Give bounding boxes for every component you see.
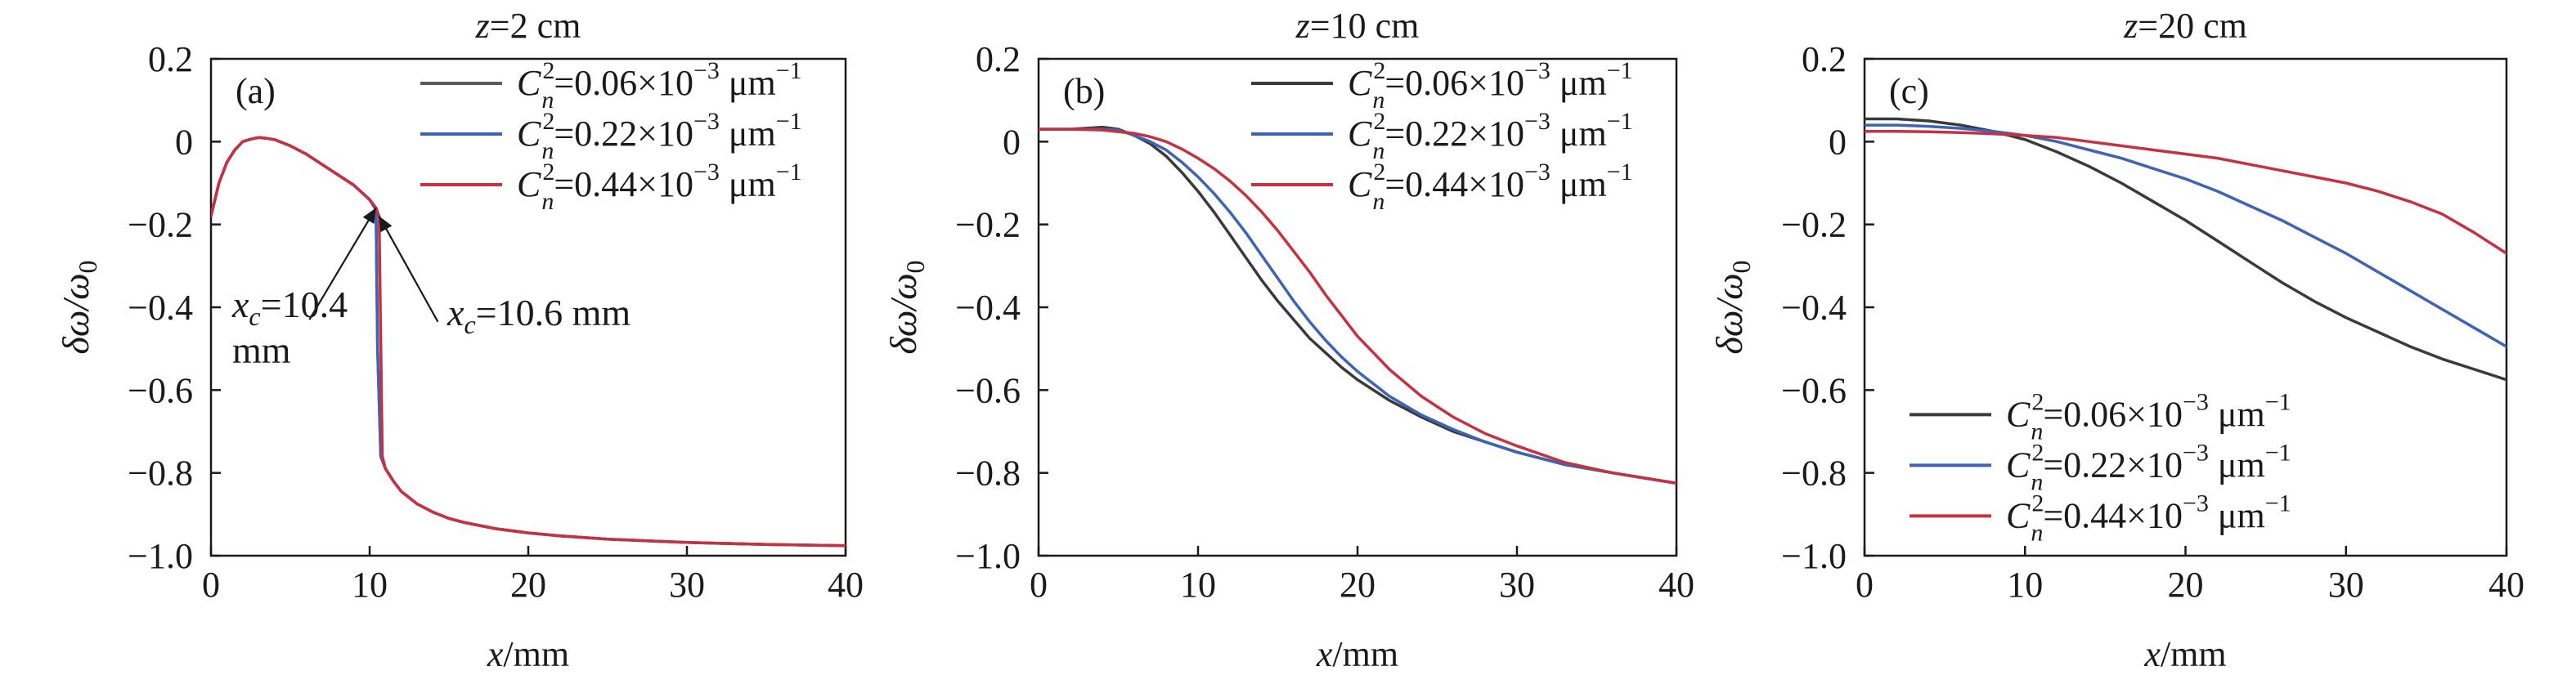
x-tick-label: 0 xyxy=(1030,565,1048,605)
x-tick-label: 20 xyxy=(510,565,546,605)
y-axis-label: δω/ω0 xyxy=(1708,260,1756,354)
legend-label: C2 n=0.06×10−3 μm−1 xyxy=(2006,388,2291,445)
y-tick-label: −0.8 xyxy=(1781,454,1847,494)
x-tick-label: 30 xyxy=(2328,565,2364,605)
x-axis-label: x/mm xyxy=(1316,634,1398,674)
y-tick-label: −0.8 xyxy=(128,454,193,494)
legend: C2 n=0.06×10−3 μm−1C2 n=0.22×10−3 μm−1C2 n=… xyxy=(1251,57,1633,215)
legend-label: C2 n=0.22×10−3 μm−1 xyxy=(2006,439,2291,495)
annotation-2: xc=10.6 mm xyxy=(378,215,631,339)
annotation-arrowhead xyxy=(362,208,376,224)
legend-label: C2 n=0.06×10−3 μm−1 xyxy=(1348,57,1633,114)
panel-a: 0 10 20 30 40 −1.0 −0.8 −0.6 −0.4 −0.2 0 0.2 z=2 cm x… xyxy=(55,6,864,674)
panel-tag: (b) xyxy=(1063,71,1105,111)
y-tick-label: −0.2 xyxy=(955,205,1021,245)
x-tick-label: 20 xyxy=(1340,565,1376,605)
y-tick-label: −0.2 xyxy=(1781,205,1847,245)
y-tick-label: −1.0 xyxy=(1781,536,1847,576)
x-axis-label: x/mm xyxy=(2143,634,2226,674)
y-tick-label: 0 xyxy=(1829,122,1847,162)
legend-label: C2 n=0.44×10−3 μm−1 xyxy=(2006,490,2291,546)
series-group xyxy=(1039,125,1676,485)
y-tick-label: −0.4 xyxy=(128,288,193,328)
y-axis-label: δω/ω0 xyxy=(882,260,930,354)
y-tick-label: −0.4 xyxy=(955,288,1021,328)
panel-b: 0 10 20 30 40 −1.0 −0.8 −0.6 −0.4 −0.2 0 0.2 z=10 cm… xyxy=(882,6,1694,674)
y-tick-label: 0.2 xyxy=(1802,39,1847,79)
series-line-3 xyxy=(1865,129,2506,255)
series-line-2 xyxy=(1865,123,2506,348)
y-axis-label: δω/ω0 xyxy=(55,260,102,354)
x-axis-label: x/mm xyxy=(487,634,569,674)
x-tick-label: 10 xyxy=(1180,565,1216,605)
y-tick-label: 0 xyxy=(175,122,193,162)
x-tick-label: 20 xyxy=(2168,565,2204,605)
legend-label: C2 n=0.06×10−3 μm−1 xyxy=(517,57,802,114)
y-tick-label: −1.0 xyxy=(955,536,1021,576)
y-tick-label: −0.6 xyxy=(128,370,193,410)
x-tick-label: 30 xyxy=(669,565,705,605)
x-tick-label: 40 xyxy=(1658,565,1694,605)
annotation-arrow xyxy=(308,207,377,320)
y-tick-label: 0.2 xyxy=(976,39,1021,79)
legend: C2 n=0.06×10−3 μm−1C2 n=0.22×10−3 μm−1C2 n=… xyxy=(1910,388,2291,546)
panel-title: z=10 cm xyxy=(1295,6,1420,46)
legend-label: C2 n=0.44×10−3 μm−1 xyxy=(1348,159,1633,215)
legend-label: C2 n=0.22×10−3 μm−1 xyxy=(1348,108,1633,164)
y-tick-label: 0.2 xyxy=(148,39,193,79)
panel-c: 0 10 20 30 40 −1.0 −0.8 −0.6 −0.4 −0.2 0 0.2 z=20 cm… xyxy=(1708,6,2524,674)
series-group xyxy=(1865,117,2506,382)
x-tick-label: 30 xyxy=(1499,565,1535,605)
panel-tag: (a) xyxy=(236,71,276,111)
y-tick-label: −0.6 xyxy=(1781,370,1847,410)
y-tick-label: −1.0 xyxy=(128,536,193,576)
x-tick-label: 0 xyxy=(1856,565,1874,605)
annotation-arrow xyxy=(378,215,439,323)
series-group xyxy=(211,136,846,548)
panel-title: z=20 cm xyxy=(2123,6,2247,46)
series-line-1 xyxy=(1865,117,2506,382)
legend: C2 n=0.06×10−3 μm−1C2 n=0.22×10−3 μm−1C2 n=… xyxy=(420,57,802,215)
x-tick-label: 40 xyxy=(828,565,864,605)
y-tick-label: −0.2 xyxy=(128,205,193,245)
y-tick-label: −0.6 xyxy=(955,370,1021,410)
annotation-label: xc=10.6 mm xyxy=(447,292,631,339)
x-tick-label: 0 xyxy=(202,565,220,605)
series-line-3 xyxy=(211,136,846,548)
series-line-3 xyxy=(1039,127,1676,485)
x-tick-label: 10 xyxy=(2007,565,2043,605)
y-tick-label: −0.4 xyxy=(1781,288,1847,328)
y-tick-label: 0 xyxy=(1003,122,1021,162)
panel-title: z=2 cm xyxy=(475,6,581,46)
series-line-2 xyxy=(1039,127,1676,485)
annotation-label: xc=10.4 xyxy=(231,284,348,331)
panel-tag: (c) xyxy=(1889,71,1929,111)
annotation-arrowhead xyxy=(379,216,393,233)
x-tick-label: 40 xyxy=(2488,565,2524,605)
x-tick-label: 10 xyxy=(352,565,388,605)
annotation-1: xc=10.4mm xyxy=(231,207,377,371)
annotation-unit: mm xyxy=(232,329,291,371)
legend-label: C2 n=0.22×10−3 μm−1 xyxy=(517,108,802,164)
legend-label: C2 n=0.44×10−3 μm−1 xyxy=(517,159,802,215)
y-tick-label: −0.8 xyxy=(955,454,1021,494)
